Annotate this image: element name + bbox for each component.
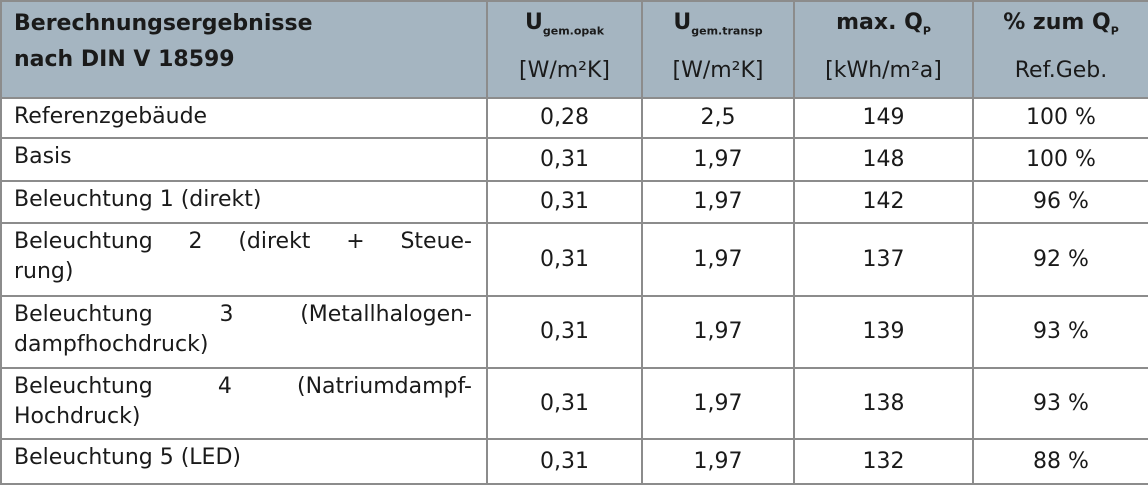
header-cell: Ugem.transp [W/m²K] [641,0,795,99]
row-label-line: Hochdruck) [14,404,141,429]
table-row: Beleuchtung 4 (Natriumdampf- Hochdruck) 0,… [0,367,1148,440]
value-cell: 92 % [972,222,1148,297]
header-symbol: Ugem.transp [643,8,793,46]
value-cell: 137 [793,222,974,297]
value-cell: 142 [793,180,974,224]
value-cell: 0,31 [486,137,643,182]
row-label-line: Beleuchtung 1 (direkt) [14,187,262,212]
header-symbol-sub: P [1110,24,1119,38]
table-row: Beleuchtung 5 (LED) 0,31 1,97 132 88 % [0,438,1148,485]
header-cell: % zum QP Ref.Geb. [972,0,1148,99]
row-label-cell: Beleuchtung 5 (LED) [0,438,488,485]
row-label-line: Referenzgebäude [14,104,208,129]
header-row: Berechnungsergebnisse nach DIN V 18599 Uge… [0,0,1148,99]
value-cell: 96 % [972,180,1148,224]
row-label-cell: Beleuchtung 2 (direkt + Steue-rung) [0,222,488,297]
header-symbol: Ugem.opak [488,8,641,46]
header-unit: [kWh/m²a] [825,58,942,84]
value-cell: 1,97 [641,180,795,224]
value-cell: 139 [793,295,974,369]
row-label-line: Beleuchtung 4 (Natriumdampf- [14,374,472,399]
value-cell: 1,97 [641,137,795,182]
value-cell: 1,97 [641,295,795,369]
header-title-line: nach DIN V 18599 [14,47,235,72]
value-cell: 2,5 [641,97,795,139]
header-title-cell: Berechnungsergebnisse nach DIN V 18599 [0,0,488,99]
row-label-line: Beleuchtung 2 (direkt + Steue- [14,229,472,254]
header-symbol-main: U [524,10,543,35]
header-symbol: % zum QP [974,8,1148,46]
header-symbol-main: U [673,10,692,35]
value-cell: 1,97 [641,438,795,485]
value-cell: 138 [793,367,974,440]
header-title-line: Berechnungsergebnisse [14,11,313,36]
value-cell: 0,31 [486,367,643,440]
row-label-line: Basis [14,144,72,169]
header-symbol-main: max. Q [836,10,923,35]
value-cell: 93 % [972,295,1148,369]
header-symbol: max. QP [795,8,972,46]
value-cell: 1,97 [641,222,795,297]
header-symbol-sub: gem.opak [542,24,605,38]
value-cell: 100 % [972,97,1148,139]
table-body: Referenzgebäude 0,28 2,5 149 100 % Basis 0,31 1… [0,97,1148,485]
value-cell: 0,31 [486,222,643,297]
row-label-line: Beleuchtung 5 (LED) [14,445,241,470]
table-row: Beleuchtung 1 (direkt) 0,31 1,97 142 96 % [0,180,1148,224]
row-label-line: rung) [14,259,74,284]
value-cell: 100 % [972,137,1148,182]
header-symbol-sub: gem.transp [691,24,763,38]
header-symbol-main: % zum Q [1003,10,1111,35]
value-cell: 0,31 [486,180,643,224]
table-row: Referenzgebäude 0,28 2,5 149 100 % [0,97,1148,139]
row-label-line: dampfhochdruck) [14,332,209,357]
table-row: Beleuchtung 3 (Metallhalogen-dampfhochdr… [0,295,1148,369]
header-cell: Ugem.opak [W/m²K] [486,0,643,99]
row-label-cell: Referenzgebäude [0,97,488,139]
header-symbol-sub: P [922,24,931,38]
row-label-cell: Beleuchtung 3 (Metallhalogen-dampfhochdr… [0,295,488,369]
value-cell: 0,31 [486,438,643,485]
row-label-cell: Basis [0,137,488,182]
value-cell: 88 % [972,438,1148,485]
value-cell: 149 [793,97,974,139]
table-row: Basis 0,31 1,97 148 100 % [0,137,1148,182]
value-cell: 0,31 [486,295,643,369]
value-cell: 148 [793,137,974,182]
header-unit: [W/m²K] [518,58,610,84]
header-cell: max. QP [kWh/m²a] [793,0,974,99]
row-label-line: Beleuchtung 3 (Metallhalogen- [14,302,472,327]
value-cell: 1,97 [641,367,795,440]
value-cell: 0,28 [486,97,643,139]
value-cell: 132 [793,438,974,485]
row-label-cell: Beleuchtung 1 (direkt) [0,180,488,224]
header-unit: [W/m²K] [672,58,764,84]
table-row: Beleuchtung 2 (direkt + Steue-rung) 0,31 1… [0,222,1148,297]
header-unit: Ref.Geb. [1014,58,1108,84]
row-label-cell: Beleuchtung 4 (Natriumdampf- Hochdruck) [0,367,488,440]
value-cell: 93 % [972,367,1148,440]
